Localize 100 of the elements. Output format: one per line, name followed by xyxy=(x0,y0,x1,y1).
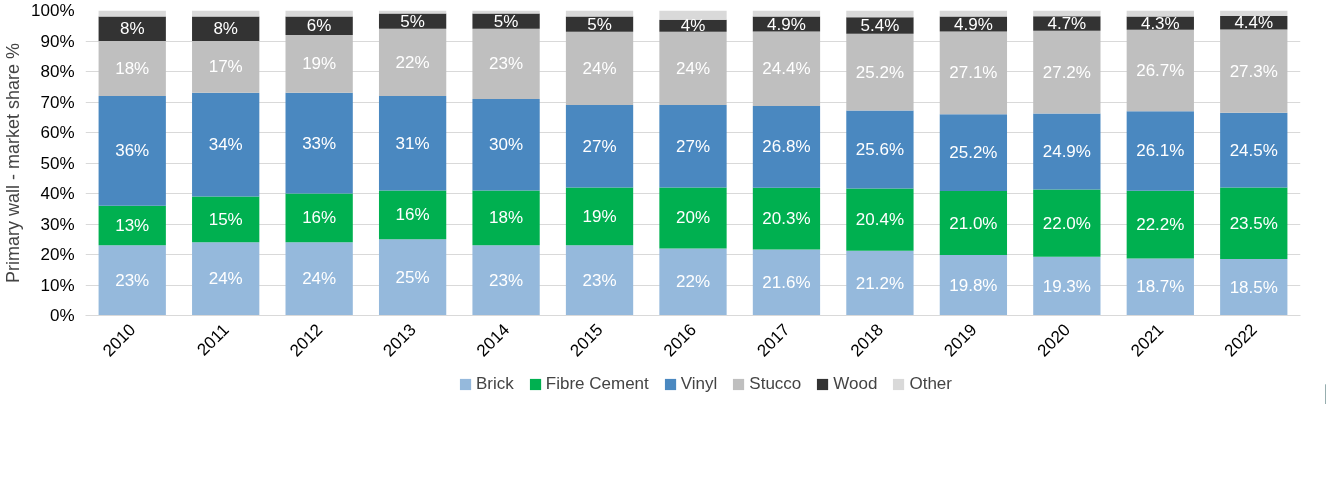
data-label: 21.2% xyxy=(855,273,905,293)
data-label: 25% xyxy=(395,267,430,287)
data-label: 24% xyxy=(302,269,337,289)
bar xyxy=(472,245,540,316)
y-tick-label: 0% xyxy=(49,306,75,325)
data-label: 22.2% xyxy=(1136,215,1185,235)
bar xyxy=(192,92,260,197)
bar xyxy=(192,242,260,316)
data-label: 23.5% xyxy=(1229,213,1278,233)
y-tick-label: 70% xyxy=(40,92,75,112)
data-label: 21.6% xyxy=(762,273,811,293)
data-label: 16% xyxy=(302,208,337,228)
bar xyxy=(1033,30,1101,114)
bar xyxy=(565,31,634,106)
bar xyxy=(846,33,914,111)
data-label: 27% xyxy=(582,136,617,156)
data-label: 4.4% xyxy=(1234,13,1274,33)
data-label: 4.9% xyxy=(767,14,806,34)
data-label: 26.7% xyxy=(1136,60,1185,80)
data-label: 24.9% xyxy=(1042,142,1091,162)
bar xyxy=(98,95,166,206)
bar xyxy=(752,10,821,17)
bar xyxy=(1220,112,1288,188)
bar xyxy=(285,34,353,93)
bar xyxy=(752,187,821,250)
bar xyxy=(378,28,447,96)
bar xyxy=(1220,259,1288,316)
bar xyxy=(752,31,821,106)
data-label: 24% xyxy=(675,58,711,78)
y-tick-label: 40% xyxy=(40,184,75,203)
bar xyxy=(98,10,166,17)
data-label: 13% xyxy=(115,216,150,236)
bar xyxy=(285,92,353,194)
bar xyxy=(939,10,1008,17)
data-label: 30% xyxy=(489,135,524,155)
bar xyxy=(846,110,914,189)
data-label: 18.5% xyxy=(1229,277,1278,297)
data-label: 8% xyxy=(213,19,238,39)
bar xyxy=(285,193,353,243)
data-label: 26.1% xyxy=(1136,141,1185,161)
legend-label: Vinyl xyxy=(680,374,718,394)
bar xyxy=(1033,256,1101,316)
bar xyxy=(1126,10,1194,17)
bar xyxy=(659,187,727,249)
data-label: 19% xyxy=(302,54,337,74)
bar xyxy=(1126,190,1194,259)
bar xyxy=(846,10,914,18)
data-label: 33% xyxy=(302,133,337,153)
bar xyxy=(752,105,821,188)
data-label: 25.6% xyxy=(855,140,905,160)
data-label: 36% xyxy=(115,141,150,161)
bar xyxy=(285,10,353,17)
bar xyxy=(659,248,727,316)
bar xyxy=(378,95,447,191)
legend-label: Stucco xyxy=(749,374,802,394)
bar xyxy=(565,105,634,188)
data-label: 19.8% xyxy=(949,275,998,295)
bar xyxy=(659,31,727,106)
data-label: 26.8% xyxy=(762,137,811,157)
bar xyxy=(752,249,821,316)
bar xyxy=(1220,10,1288,16)
y-tick-label: 90% xyxy=(40,31,75,51)
bar xyxy=(472,190,540,246)
bar xyxy=(1033,189,1101,257)
bar xyxy=(192,41,260,93)
data-label: 31% xyxy=(395,133,430,153)
bar xyxy=(98,41,166,96)
data-label: 34% xyxy=(208,135,243,155)
data-label: 5% xyxy=(493,11,519,31)
data-label: 24% xyxy=(208,269,243,289)
data-label: 27.2% xyxy=(1042,62,1091,82)
bar xyxy=(472,28,540,99)
legend-label: Other xyxy=(909,374,952,394)
bar xyxy=(659,10,727,20)
bar xyxy=(378,190,447,240)
data-label: 4.3% xyxy=(1140,13,1180,33)
data-label: 20.4% xyxy=(855,210,905,230)
data-label: 21.0% xyxy=(949,213,998,233)
data-label: 4% xyxy=(680,16,706,36)
bar xyxy=(1220,187,1288,260)
bar xyxy=(285,242,353,316)
data-label: 24.5% xyxy=(1229,140,1278,160)
bar xyxy=(1126,258,1194,316)
bar xyxy=(192,196,260,243)
data-label: 22.0% xyxy=(1042,213,1091,233)
bar xyxy=(939,114,1008,192)
data-label: 17% xyxy=(208,57,243,77)
data-label: 27.1% xyxy=(949,63,998,83)
y-tick-label: 30% xyxy=(40,214,75,234)
data-label: 5% xyxy=(400,11,425,31)
data-label: 4.9% xyxy=(954,14,993,34)
data-label: 25.2% xyxy=(855,62,905,82)
data-label: 8% xyxy=(119,19,145,39)
data-label: 19% xyxy=(582,206,617,226)
bar xyxy=(378,10,447,14)
bar xyxy=(565,187,634,246)
bar xyxy=(939,31,1008,115)
data-label: 23% xyxy=(582,270,617,290)
data-label: 24.4% xyxy=(762,59,811,79)
bar xyxy=(378,239,447,316)
